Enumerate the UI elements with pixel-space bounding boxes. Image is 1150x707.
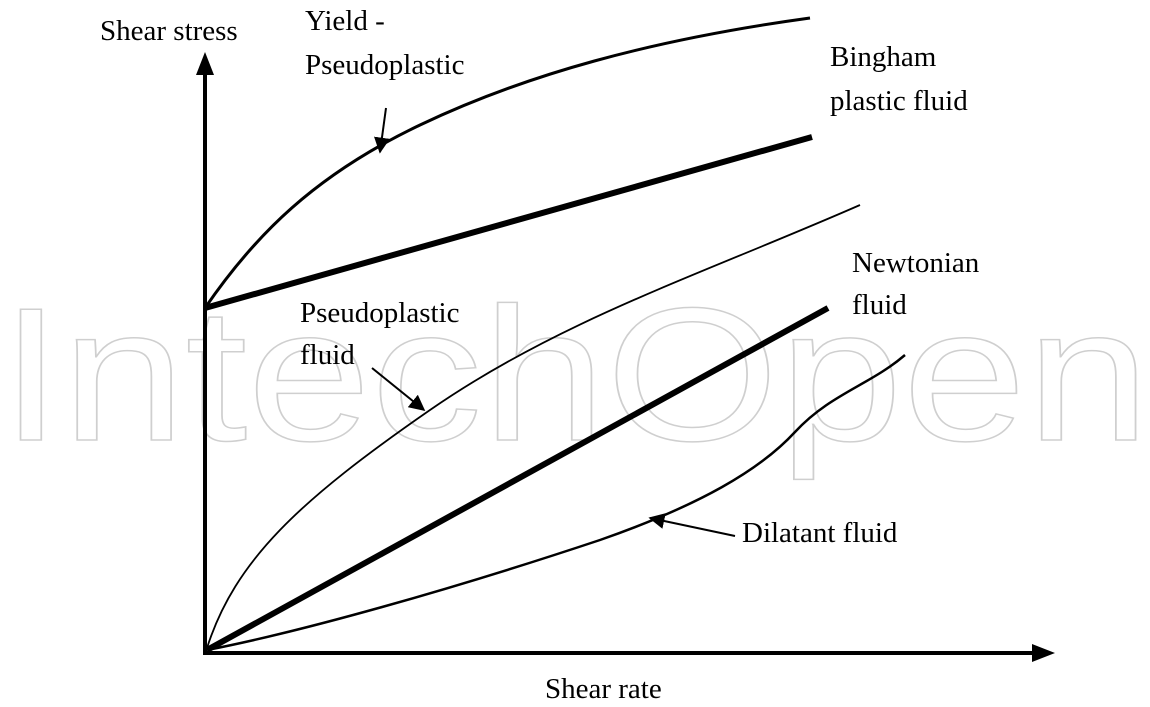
x-axis-arrow [1032,644,1055,662]
curve-label: Dilatant fluid [742,517,898,549]
pointer-arrow [371,367,426,412]
label-line: Pseudoplastic [305,49,465,81]
y-axis-arrow [196,52,214,75]
label-line: Dilatant fluid [742,517,898,549]
label-line: Newtonian [852,247,980,279]
pointer-arrow [648,513,736,537]
pointer-arrow [374,107,390,154]
label-line: Pseudoplastic [300,297,460,329]
label-line: Yield - [305,5,385,37]
label-line: Bingham [830,41,937,73]
x-axis-label: Shear rate [545,673,662,705]
newtonian-line [205,305,830,653]
curve-label: Bingham plastic fluid [830,41,968,117]
curve-label: Newtonian fluid [852,247,987,321]
curve-label: Pseudoplastic fluid [300,297,467,371]
y-axis-label: Shear stress [100,15,238,47]
bingham-line [204,134,813,311]
label-line: plastic fluid [830,85,968,117]
yield-pseudoplastic-curve [203,16,811,309]
curve-label: Yield - Pseudoplastic [305,5,465,81]
label-line: fluid [300,339,355,371]
pseudoplastic-curve [206,204,861,649]
label-line: fluid [852,289,907,321]
